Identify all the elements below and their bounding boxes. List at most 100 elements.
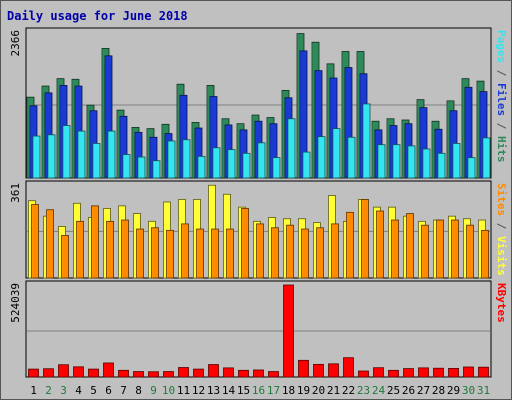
legend-entry: Pages bbox=[495, 30, 508, 63]
kbytes-bar bbox=[448, 367, 459, 378]
pages-bar bbox=[272, 157, 281, 179]
kbytes-bar bbox=[403, 368, 414, 378]
pages-bar bbox=[212, 147, 221, 179]
pages-bar bbox=[422, 148, 431, 179]
kbytes-bar bbox=[283, 284, 294, 378]
sites-bar bbox=[361, 199, 369, 279]
day-label: 26 bbox=[402, 384, 415, 397]
pages-bar bbox=[47, 134, 56, 179]
pages-bar bbox=[437, 152, 446, 179]
sites-bar bbox=[301, 228, 309, 279]
day-label: 6 bbox=[105, 384, 112, 397]
pages-bar bbox=[107, 130, 116, 179]
day-label: 19 bbox=[297, 384, 310, 397]
pages-bar bbox=[257, 142, 266, 179]
sites-bar bbox=[31, 204, 39, 279]
pages-bar bbox=[197, 156, 206, 179]
pages-bar bbox=[482, 137, 491, 179]
day-label: 18 bbox=[282, 384, 295, 397]
day-label: 22 bbox=[342, 384, 355, 397]
pages-bar bbox=[377, 144, 386, 179]
kbytes-bar bbox=[343, 357, 354, 378]
pages-bar bbox=[32, 135, 41, 179]
kbytes-bar bbox=[178, 367, 189, 378]
day-label: 14 bbox=[222, 384, 236, 397]
pages-bar bbox=[92, 143, 101, 179]
axis-max-label: 361 bbox=[9, 183, 22, 203]
sites-bar bbox=[46, 209, 54, 279]
day-label: 2 bbox=[45, 384, 52, 397]
sites-bar bbox=[451, 219, 459, 279]
sites-bar bbox=[241, 208, 249, 279]
legend-entry: / bbox=[495, 63, 508, 83]
kbytes-bar bbox=[88, 368, 99, 378]
axis-max-label: 524039 bbox=[9, 283, 22, 323]
kbytes-bar bbox=[463, 366, 474, 378]
sites-bar bbox=[406, 213, 414, 279]
day-label: 30 bbox=[462, 384, 475, 397]
day-label: 12 bbox=[192, 384, 205, 397]
day-label: 24 bbox=[372, 384, 386, 397]
kbytes-bar bbox=[328, 363, 339, 378]
day-label: 27 bbox=[417, 384, 430, 397]
sites-bar bbox=[286, 224, 294, 279]
pages-bar bbox=[407, 145, 416, 179]
kbytes-bar bbox=[268, 371, 279, 378]
day-label: 3 bbox=[60, 384, 67, 397]
day-label: 13 bbox=[207, 384, 220, 397]
series-legend: KBytes bbox=[495, 283, 508, 323]
sites-bar bbox=[316, 227, 324, 279]
legend-entry: / bbox=[495, 216, 508, 236]
sites-bar bbox=[166, 229, 174, 279]
day-label: 25 bbox=[387, 384, 400, 397]
legend-entry: Files bbox=[495, 83, 508, 116]
panel-frame bbox=[25, 280, 492, 378]
legend-entry: Hits bbox=[495, 136, 508, 163]
day-label: 10 bbox=[162, 384, 175, 397]
kbytes-bar bbox=[133, 371, 144, 378]
sites-bar bbox=[226, 228, 234, 279]
kbytes-bar bbox=[118, 369, 129, 378]
kbytes-bar bbox=[73, 366, 84, 378]
sites-bar bbox=[421, 224, 429, 279]
sites-bar bbox=[391, 219, 399, 279]
pages-bar bbox=[242, 152, 251, 179]
kbytes-bar bbox=[238, 369, 249, 378]
pages-bar bbox=[182, 139, 191, 179]
series-legend: Pages / Files / Hits bbox=[495, 30, 508, 163]
day-label: 7 bbox=[120, 384, 127, 397]
kbytes-bar bbox=[208, 364, 219, 378]
kbytes-bar bbox=[103, 362, 114, 378]
kbytes-bar bbox=[193, 368, 204, 378]
sites-bar bbox=[151, 227, 159, 279]
pages-bar bbox=[287, 118, 296, 179]
day-label: 11 bbox=[177, 384, 190, 397]
day-label: 4 bbox=[75, 384, 82, 397]
axis-max-label: 2366 bbox=[9, 30, 22, 57]
pages-bar bbox=[392, 144, 401, 179]
kbytes-bar bbox=[223, 367, 234, 378]
day-label: 20 bbox=[312, 384, 325, 397]
sites-bar bbox=[91, 205, 99, 279]
chart-title: Daily usage for June 2018 bbox=[7, 9, 188, 23]
kbytes-bar bbox=[58, 364, 69, 378]
day-label: 23 bbox=[357, 384, 370, 397]
kbytes-bar bbox=[253, 369, 264, 378]
kbytes-bar bbox=[388, 369, 399, 378]
pages-bar bbox=[347, 136, 356, 179]
day-label: 31 bbox=[477, 384, 490, 397]
day-label: 15 bbox=[237, 384, 250, 397]
pages-bar bbox=[122, 154, 131, 179]
pages-bar bbox=[62, 125, 71, 179]
legend-entry: Visits bbox=[495, 236, 508, 276]
pages-bar bbox=[302, 151, 311, 179]
pages-bar bbox=[227, 149, 236, 179]
kbytes-bar bbox=[433, 367, 444, 378]
sites-bar bbox=[466, 224, 474, 279]
sites-bar bbox=[481, 229, 489, 279]
day-label: 28 bbox=[432, 384, 445, 397]
kbytes-bar bbox=[163, 371, 174, 378]
day-label: 21 bbox=[327, 384, 340, 397]
